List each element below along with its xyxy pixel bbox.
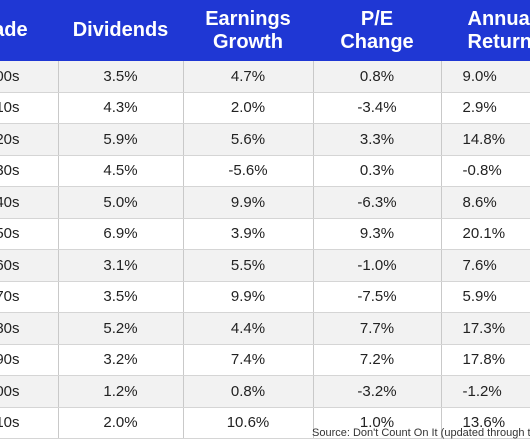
cell-decade: 990s — [0, 344, 59, 376]
cell-earnings-growth: 2.0% — [183, 92, 314, 124]
cell-decade: 000s — [0, 375, 59, 408]
cell-pe-change: 3.3% — [313, 123, 442, 156]
cell-annual-return: 17.8% — [441, 344, 530, 376]
cell-pe-change: -3.4% — [313, 92, 442, 124]
header-pe-change: P/E Change — [313, 0, 442, 61]
cell-annual-return: 14.8% — [441, 123, 530, 156]
header-pe-line1: P/E — [360, 7, 394, 30]
table-row: 000s 1.2% 0.8% -3.2% -1.2% — [0, 375, 530, 408]
cell-annual-return: 2.9% — [441, 92, 530, 124]
cell-earnings-growth: 9.9% — [183, 281, 314, 313]
cell-pe-change: 7.2% — [313, 344, 442, 376]
cell-pe-change: -6.3% — [313, 186, 442, 219]
cell-annual-return: 5.9% — [441, 281, 530, 313]
cell-earnings-growth: 5.6% — [183, 123, 314, 156]
source-note: Source: Don't Count On It (updated throu… — [312, 427, 530, 439]
header-annual-line1: Annua — [467, 7, 530, 30]
cell-dividends: 3.5% — [58, 281, 184, 313]
cell-dividends: 4.3% — [58, 92, 184, 124]
cell-dividends: 3.2% — [58, 344, 184, 376]
cell-decade: 900s — [0, 61, 59, 93]
table-row: 990s 3.2% 7.4% 7.2% 17.8% — [0, 344, 530, 376]
header-earnings-growth: Earnings Growth — [183, 0, 314, 61]
cell-dividends: 3.5% — [58, 61, 184, 93]
table-row: 930s 4.5% -5.6% 0.3% -0.8% — [0, 155, 530, 187]
cell-pe-change: 0.3% — [313, 155, 442, 187]
header-dividends: Dividends — [58, 0, 184, 61]
cell-decade: 930s — [0, 155, 59, 187]
cell-decade: 960s — [0, 249, 59, 282]
cell-decade: 010s — [0, 407, 59, 439]
cell-annual-return: 17.3% — [441, 312, 530, 345]
header-earnings-line1: Earnings — [205, 7, 291, 30]
cell-annual-return: -1.2% — [441, 375, 530, 408]
cell-decade: 920s — [0, 123, 59, 156]
cell-earnings-growth: 3.9% — [183, 218, 314, 250]
header-decade: cade — [0, 0, 59, 61]
cell-earnings-growth: 4.7% — [183, 61, 314, 93]
cell-annual-return: 9.0% — [441, 61, 530, 93]
cell-dividends: 5.2% — [58, 312, 184, 345]
cell-dividends: 2.0% — [58, 407, 184, 439]
cell-pe-change: -1.0% — [313, 249, 442, 282]
cell-pe-change: 9.3% — [313, 218, 442, 250]
cell-earnings-growth: 7.4% — [183, 344, 314, 376]
cell-dividends: 5.9% — [58, 123, 184, 156]
cell-annual-return: 13.6% — [441, 407, 530, 439]
table-row: 950s 6.9% 3.9% 9.3% 20.1% — [0, 218, 530, 250]
cell-decade: 970s — [0, 281, 59, 313]
table-row: 980s 5.2% 4.4% 7.7% 17.3% — [0, 312, 530, 345]
table-row: 010s 2.0% 10.6% 1.0% 13.6% — [0, 407, 530, 439]
cell-annual-return: -0.8% — [441, 155, 530, 187]
cell-decade: 950s — [0, 218, 59, 250]
header-annual-return: Annua Return — [441, 0, 530, 61]
cell-earnings-growth: 9.9% — [183, 186, 314, 219]
cell-annual-return: 8.6% — [441, 186, 530, 219]
cell-pe-change: -3.2% — [313, 375, 442, 408]
cell-earnings-growth: -5.6% — [183, 155, 314, 187]
cell-earnings-growth: 4.4% — [183, 312, 314, 345]
table-header-row: cade Dividends Earnings Growth P/E Chang… — [0, 0, 530, 61]
cell-dividends: 5.0% — [58, 186, 184, 219]
table-row: 940s 5.0% 9.9% -6.3% 8.6% — [0, 186, 530, 219]
cell-decade: 980s — [0, 312, 59, 345]
header-pe-line2: Change — [340, 30, 414, 53]
cell-earnings-growth: 5.5% — [183, 249, 314, 282]
cell-dividends: 4.5% — [58, 155, 184, 187]
cell-earnings-growth: 0.8% — [183, 375, 314, 408]
cell-pe-change: -7.5% — [313, 281, 442, 313]
header-annual-line2: Return — [467, 30, 530, 53]
cell-pe-change: 1.0% — [313, 407, 442, 439]
table-row: 910s 4.3% 2.0% -3.4% 2.9% — [0, 92, 530, 124]
cell-pe-change: 7.7% — [313, 312, 442, 345]
table-row: 920s 5.9% 5.6% 3.3% 14.8% — [0, 123, 530, 156]
table-body: 900s 3.5% 4.7% 0.8% 9.0% 910s 4.3% 2.0% … — [0, 61, 530, 439]
cell-pe-change: 0.8% — [313, 61, 442, 93]
header-earnings-line2: Growth — [213, 30, 283, 53]
cell-annual-return: 7.6% — [441, 249, 530, 282]
cell-dividends: 6.9% — [58, 218, 184, 250]
table-row: 900s 3.5% 4.7% 0.8% 9.0% — [0, 61, 530, 93]
table-row: 960s 3.1% 5.5% -1.0% 7.6% — [0, 249, 530, 282]
cell-decade: 940s — [0, 186, 59, 219]
cell-decade: 910s — [0, 92, 59, 124]
cell-dividends: 1.2% — [58, 375, 184, 408]
cell-annual-return: 20.1% — [441, 218, 530, 250]
cell-dividends: 3.1% — [58, 249, 184, 282]
cell-earnings-growth: 10.6% — [183, 407, 314, 439]
table-row: 970s 3.5% 9.9% -7.5% 5.9% — [0, 281, 530, 313]
